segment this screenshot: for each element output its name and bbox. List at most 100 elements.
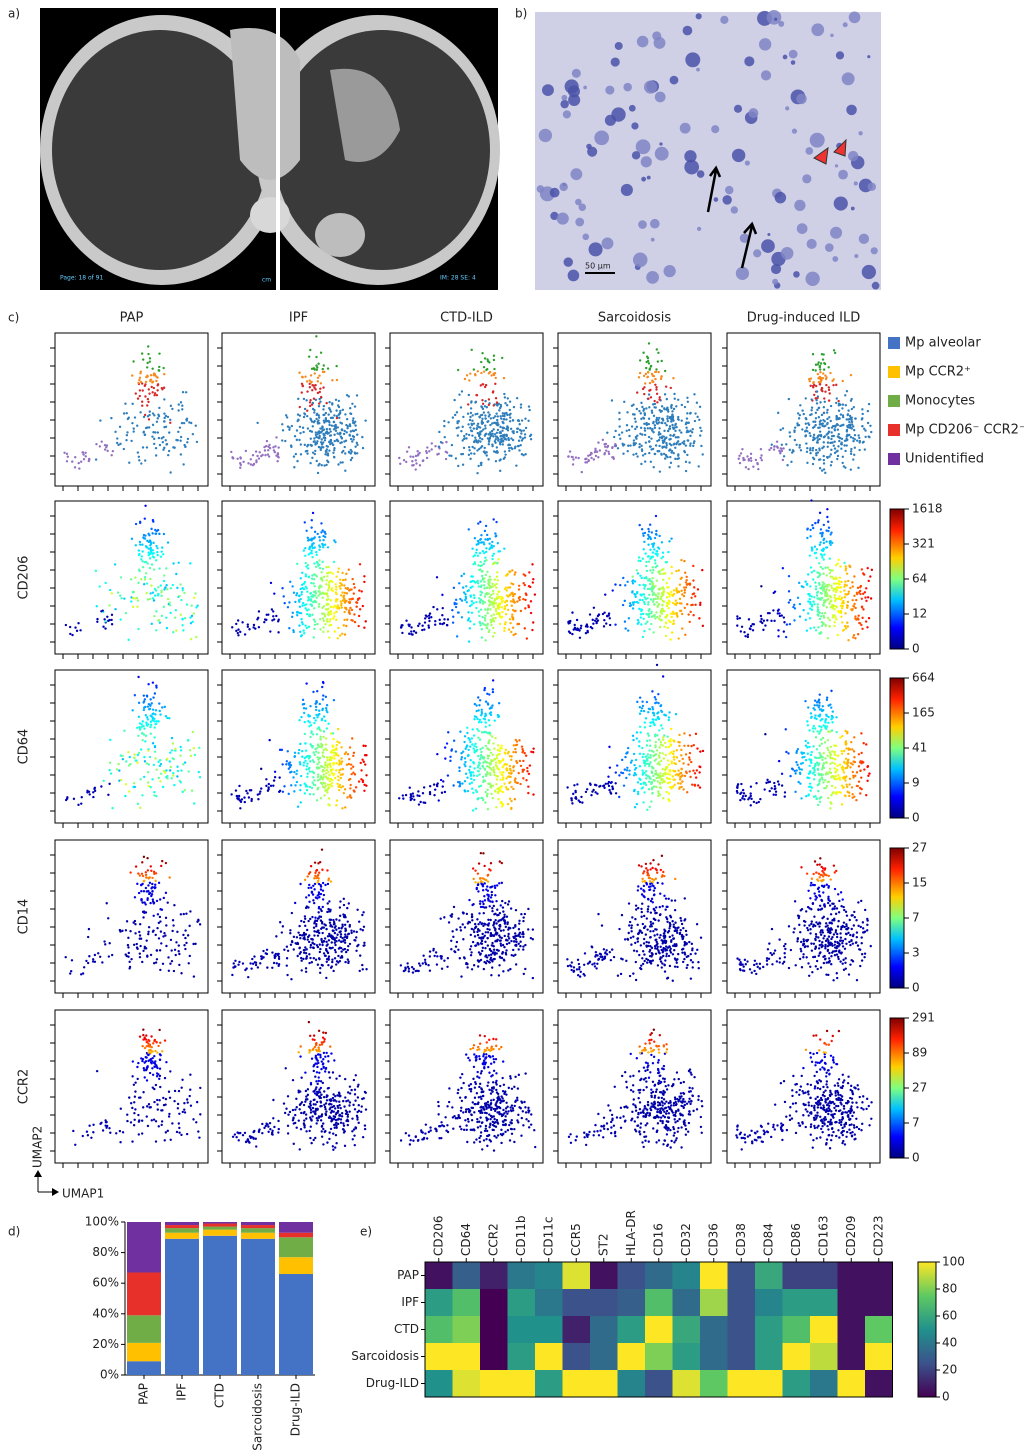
- umap-point: [473, 597, 475, 599]
- umap-point: [456, 411, 458, 413]
- umap-point: [490, 624, 492, 626]
- umap-point: [789, 431, 791, 433]
- umap-point: [806, 537, 808, 539]
- umap-point: [858, 622, 860, 624]
- cell: [781, 247, 794, 260]
- umap-point: [142, 720, 144, 722]
- umap-point: [455, 750, 457, 752]
- umap-point: [696, 402, 698, 404]
- umap-point: [822, 572, 824, 574]
- umap-point: [656, 348, 658, 350]
- umap-point: [114, 431, 116, 433]
- umap-point: [683, 560, 685, 562]
- umap-point: [171, 749, 173, 751]
- umap-point: [611, 447, 613, 449]
- umap-point: [837, 400, 839, 402]
- umap-point: [476, 472, 478, 474]
- umap-point: [642, 352, 644, 354]
- umap-point: [811, 605, 813, 607]
- umap-point: [673, 393, 675, 395]
- umap-point: [329, 804, 331, 806]
- umap-point: [492, 627, 494, 629]
- umap-point: [648, 616, 650, 618]
- umap-point: [483, 587, 485, 589]
- umap-point: [850, 398, 852, 400]
- umap-point: [76, 630, 78, 632]
- umap-point: [331, 785, 333, 787]
- umap-point: [346, 796, 348, 798]
- umap-point: [462, 426, 464, 428]
- umap-point: [644, 585, 646, 587]
- umap-point: [486, 454, 488, 456]
- umap-point: [849, 587, 851, 589]
- umap-point: [644, 414, 646, 416]
- cell: [731, 206, 738, 213]
- umap-point: [647, 371, 649, 373]
- umap-point: [829, 533, 831, 535]
- umap-point: [151, 713, 153, 715]
- umap-point: [653, 375, 655, 377]
- cell: [793, 271, 800, 278]
- umap-point: [639, 433, 641, 435]
- umap-point: [838, 433, 840, 435]
- umap-point: [830, 449, 832, 451]
- umap-point: [318, 745, 320, 747]
- umap-point: [668, 600, 670, 602]
- umap-point: [631, 580, 633, 582]
- umap-point: [268, 783, 270, 785]
- umap-point: [327, 777, 329, 779]
- umap-point: [345, 424, 347, 426]
- umap-point: [658, 572, 660, 574]
- umap-point: [153, 599, 155, 601]
- umap-point: [452, 621, 454, 623]
- umap-point: [851, 599, 853, 601]
- umap-point: [158, 777, 160, 779]
- umap-point: [836, 450, 838, 452]
- umap-point: [481, 414, 483, 416]
- umap-point: [312, 402, 314, 404]
- umap-point: [674, 603, 676, 605]
- umap-point: [335, 606, 337, 608]
- umap-point: [482, 550, 484, 552]
- umap-point: [819, 376, 821, 378]
- umap-point: [740, 630, 742, 632]
- umap-point: [333, 425, 335, 427]
- umap-point: [819, 541, 821, 543]
- umap-point: [304, 733, 306, 735]
- umap-point: [504, 623, 506, 625]
- umap-point: [820, 434, 822, 436]
- umap-point: [155, 629, 157, 631]
- umap-point: [609, 624, 611, 626]
- umap-point: [809, 452, 811, 454]
- umap-point: [156, 394, 158, 396]
- umap-point: [285, 763, 287, 765]
- umap-point: [306, 763, 308, 765]
- umap-point: [835, 578, 837, 580]
- umap-point: [152, 708, 154, 710]
- umap-point: [807, 612, 809, 614]
- umap-point: [476, 428, 478, 430]
- umap-point: [829, 442, 831, 444]
- umap-point: [844, 612, 846, 614]
- umap-point: [322, 568, 324, 570]
- umap-point: [273, 449, 275, 451]
- umap-point: [817, 519, 819, 521]
- umap-point: [851, 416, 853, 418]
- umap-point: [672, 443, 674, 445]
- umap-point: [438, 446, 440, 448]
- umap-point: [864, 591, 866, 593]
- umap-point: [473, 623, 475, 625]
- umap-point: [640, 610, 642, 612]
- umap-point: [469, 745, 471, 747]
- umap-point: [327, 630, 329, 632]
- umap-point: [807, 600, 809, 602]
- umap-point: [313, 585, 315, 587]
- umap-point: [362, 447, 364, 449]
- umap-point: [322, 617, 324, 619]
- umap-point: [478, 426, 480, 428]
- umap-point: [518, 599, 520, 601]
- cell: [583, 86, 587, 90]
- umap-point: [289, 766, 291, 768]
- cell: [796, 94, 806, 104]
- umap-point: [265, 785, 267, 787]
